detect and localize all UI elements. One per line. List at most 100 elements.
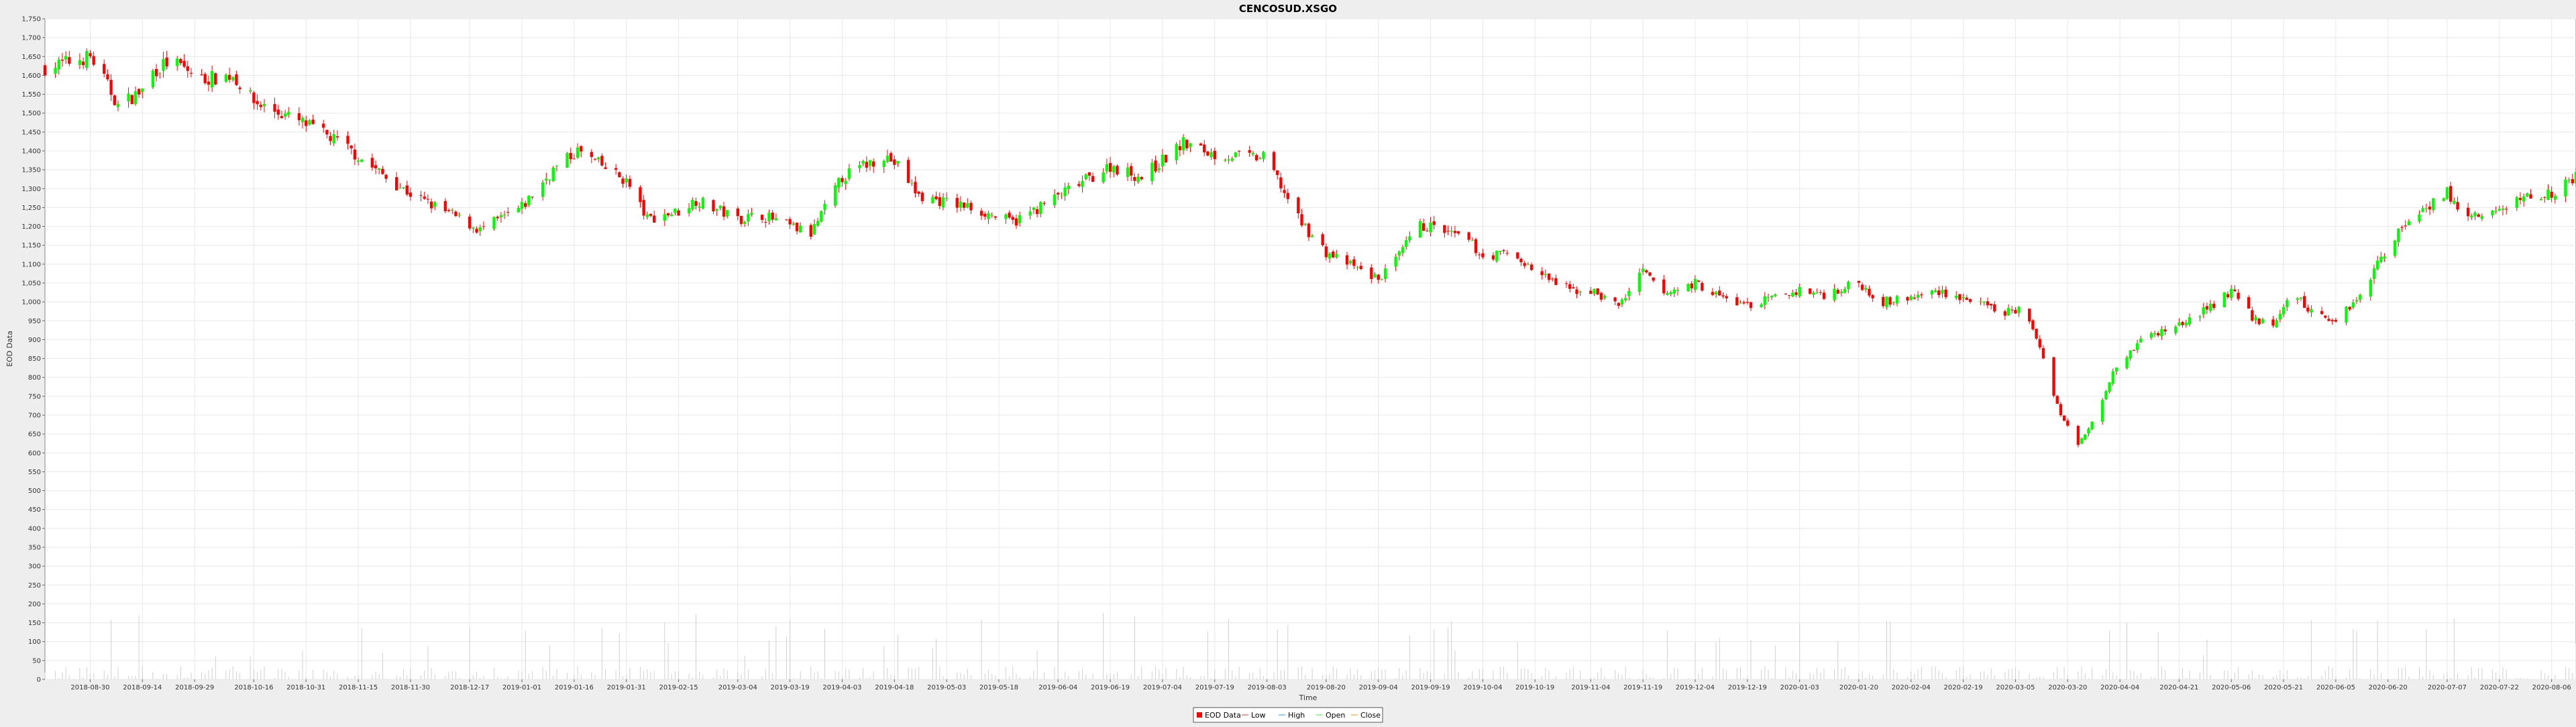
candle-up — [1603, 296, 1607, 298]
y-axis-label: EOD Data — [5, 331, 14, 367]
candle-up — [116, 103, 120, 107]
y-tick-label: 300 — [28, 563, 41, 571]
candle-up — [162, 58, 165, 71]
x-tick-label: 2019-05-18 — [979, 684, 1018, 691]
candle-up — [224, 74, 228, 82]
candle-up — [1627, 290, 1631, 296]
candle-up — [1763, 296, 1766, 305]
candle-up — [1766, 297, 1770, 298]
candle-up — [1161, 154, 1165, 167]
candle-up — [54, 68, 57, 74]
x-tick-label: 2019-03-04 — [718, 684, 757, 691]
y-tick-label: 500 — [28, 488, 41, 495]
grid-layer — [45, 18, 2576, 680]
candle-down — [154, 68, 158, 76]
candle-down — [1554, 278, 1558, 285]
candle-up — [1864, 288, 1868, 290]
candle-down — [1087, 172, 1091, 176]
candle-up — [1060, 195, 1063, 197]
candle-up — [2188, 317, 2192, 325]
candle-down — [2306, 307, 2310, 312]
candle-up — [645, 214, 649, 217]
candle-up — [2202, 307, 2205, 315]
candle-down — [1735, 297, 1739, 306]
candle-down — [1617, 302, 1620, 306]
candle-down — [109, 80, 113, 95]
candle-up — [478, 227, 482, 231]
candle-up — [792, 223, 795, 225]
candle-down — [1154, 160, 1157, 172]
candle-up — [287, 111, 290, 115]
y-tick-label: 400 — [28, 525, 41, 533]
candle-up — [2135, 343, 2139, 350]
candle-down — [1599, 292, 1603, 300]
x-tick-label: 2019-10-19 — [1515, 684, 1554, 691]
candle-down — [1986, 301, 1990, 306]
candle-up — [767, 213, 771, 221]
candle-up — [812, 224, 816, 235]
candle-down — [259, 105, 262, 107]
candle-down — [2205, 306, 2209, 310]
y-tick-label: 1,300 — [21, 186, 41, 193]
candle-up — [566, 153, 569, 168]
candle-up — [1157, 168, 1161, 170]
candle-up — [262, 104, 266, 107]
legend-box — [1193, 707, 1383, 723]
x-tick-label: 2020-02-19 — [1944, 684, 1983, 691]
candle-up — [2526, 193, 2529, 197]
volume-layer — [44, 612, 2576, 679]
candle-up — [990, 215, 994, 216]
candle-down — [739, 215, 743, 224]
candle-up — [57, 59, 60, 70]
candle-up — [85, 51, 89, 68]
x-tick-label: 2019-07-19 — [1195, 684, 1234, 691]
candle-up — [1739, 302, 1742, 304]
candle-down — [1297, 197, 1300, 214]
candle-down — [103, 64, 106, 74]
candle-up — [210, 70, 214, 88]
candle-up — [2006, 308, 2010, 316]
candle-up — [931, 197, 934, 203]
candle-up — [669, 214, 674, 217]
candle-down — [1324, 246, 1328, 258]
candle-up — [726, 210, 729, 217]
candle-down — [1860, 284, 1864, 290]
candle-down — [2237, 292, 2240, 299]
candle-up — [1418, 221, 1422, 238]
candle-down — [1133, 176, 1136, 181]
candle-down — [1575, 289, 1578, 294]
candle-up — [1672, 289, 1676, 294]
candle-up — [833, 185, 837, 206]
candle-down — [1481, 253, 1485, 258]
candle-up — [499, 215, 503, 218]
x-tick-label: 2019-12-04 — [1676, 684, 1715, 691]
candle-down — [1589, 290, 1593, 294]
candle-up — [687, 208, 691, 214]
candle-down — [590, 152, 593, 158]
candle-up — [1666, 293, 1669, 295]
candle-up — [1303, 223, 1307, 225]
x-tick-label: 2019-01-01 — [502, 684, 541, 691]
candle-down — [994, 216, 997, 218]
candle-up — [517, 207, 520, 213]
candle-down — [68, 57, 71, 64]
candle-down — [1008, 213, 1011, 218]
candle-down — [252, 93, 256, 103]
x-tick-label: 2019-06-04 — [1038, 684, 1077, 691]
candle-up — [1470, 240, 1474, 241]
candle-down — [979, 211, 983, 216]
legend-label-high: High — [1288, 711, 1305, 720]
candle-up — [520, 202, 524, 209]
candle-down — [325, 129, 329, 135]
candle-up — [1084, 174, 1087, 180]
y-tick-label: 1,550 — [21, 91, 41, 99]
candle-up — [1770, 295, 1774, 298]
candle-down — [496, 217, 499, 219]
candle-down — [1091, 176, 1095, 182]
candle-up — [151, 70, 155, 88]
candle-up — [1356, 267, 1359, 268]
y-axis: 0 50 100 150 200 250 300 350 400 450 500 550 600 650 7… — [21, 16, 45, 684]
candle-down — [1352, 259, 1356, 266]
plot-area — [44, 18, 2576, 680]
